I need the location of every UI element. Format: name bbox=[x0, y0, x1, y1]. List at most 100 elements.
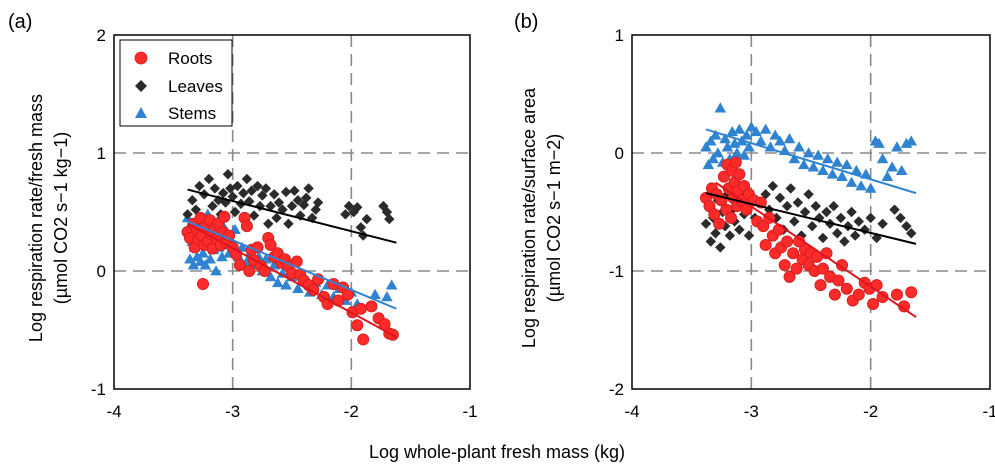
point-leaves bbox=[248, 210, 260, 221]
point-stems bbox=[769, 129, 781, 140]
y-tick-label: 0 bbox=[97, 262, 106, 281]
point-stems bbox=[280, 279, 292, 290]
point-stems bbox=[197, 247, 209, 258]
point-stems bbox=[759, 123, 772, 134]
point-stems bbox=[264, 271, 277, 282]
point-stems bbox=[812, 149, 824, 160]
panel-b: (b) Log respiration rate/surface area (µ… bbox=[514, 11, 995, 421]
point-roots bbox=[814, 279, 827, 292]
panel-a-fit-lines bbox=[187, 188, 397, 338]
panel-a-ylabel-line2: (µmol CO2 s−1 kg−1) bbox=[51, 132, 71, 304]
point-leaves bbox=[269, 189, 280, 200]
point-roots bbox=[816, 262, 829, 275]
point-stems bbox=[216, 251, 228, 262]
point-stems bbox=[745, 121, 758, 132]
y-tick-label: -2 bbox=[609, 380, 624, 399]
point-leaves bbox=[312, 197, 324, 208]
point-roots bbox=[729, 156, 742, 169]
point-stems bbox=[731, 147, 743, 158]
legend-marker-leaves bbox=[135, 80, 147, 92]
point-stems bbox=[817, 164, 829, 176]
point-roots bbox=[365, 300, 378, 313]
point-roots bbox=[778, 259, 791, 272]
point-stems bbox=[740, 129, 753, 140]
point-stems bbox=[204, 253, 216, 264]
point-leaves bbox=[849, 230, 861, 241]
point-stems bbox=[719, 133, 731, 144]
point-leaves bbox=[895, 212, 906, 224]
point-leaves bbox=[710, 228, 721, 239]
x-tick-label: -1 bbox=[982, 402, 995, 421]
panel-a-plot-frame bbox=[113, 34, 471, 390]
point-stems bbox=[733, 123, 746, 134]
point-stems bbox=[876, 153, 889, 164]
legend-label-leaves: Leaves bbox=[168, 77, 223, 96]
point-leaves bbox=[719, 220, 731, 232]
point-leaves bbox=[207, 200, 218, 212]
legend-marker-roots bbox=[134, 51, 148, 65]
point-stems bbox=[385, 279, 398, 290]
point-roots bbox=[867, 298, 880, 311]
point-leaves bbox=[865, 212, 876, 224]
point-leaves bbox=[194, 180, 205, 192]
point-roots bbox=[757, 220, 770, 233]
point-leaves bbox=[227, 191, 238, 202]
point-leaves bbox=[232, 180, 243, 192]
point-leaves bbox=[280, 186, 292, 198]
point-stems bbox=[704, 135, 717, 146]
point-leaves bbox=[361, 213, 372, 225]
point-leaves bbox=[220, 197, 231, 208]
point-leaves bbox=[810, 200, 821, 212]
point-leaves bbox=[283, 218, 294, 229]
point-roots bbox=[264, 239, 277, 252]
point-stems bbox=[841, 159, 853, 170]
y-tick-label: -1 bbox=[91, 380, 106, 399]
panel-a-ticks: -4 -3 -2 -1 -1 0 1 2 bbox=[91, 26, 478, 421]
point-stems bbox=[276, 267, 289, 278]
panel-b-ylabel-line1: Log respiration rate/surface area bbox=[519, 87, 539, 348]
legend-label-roots: Roots bbox=[168, 49, 212, 68]
point-leaves bbox=[190, 204, 202, 215]
point-stems bbox=[187, 259, 200, 270]
panel-b-ticks: -4 -3 -2 -1 -2 -1 0 1 bbox=[609, 26, 995, 421]
point-roots bbox=[708, 208, 721, 221]
point-leaves bbox=[700, 218, 712, 229]
point-stems bbox=[831, 156, 844, 167]
point-leaves bbox=[229, 206, 241, 218]
point-roots bbox=[351, 319, 364, 332]
point-leaves bbox=[238, 187, 249, 199]
point-leaves bbox=[209, 183, 221, 194]
point-stems bbox=[821, 153, 834, 164]
fit-line-roots bbox=[714, 181, 917, 318]
point-stems bbox=[891, 141, 903, 152]
point-leaves bbox=[734, 224, 745, 235]
point-leaves bbox=[273, 197, 285, 208]
point-roots bbox=[759, 239, 772, 252]
x-tick-label: -3 bbox=[744, 402, 759, 421]
point-leaves bbox=[286, 200, 298, 212]
point-leaves bbox=[715, 242, 726, 253]
point-leaves bbox=[705, 236, 716, 247]
point-leaves bbox=[781, 200, 793, 212]
point-leaves bbox=[842, 220, 854, 232]
point-stems bbox=[807, 161, 820, 172]
panel-b-points bbox=[699, 102, 918, 313]
legend: Roots Leaves Stems bbox=[119, 39, 233, 127]
point-leaves bbox=[901, 220, 912, 232]
point-roots bbox=[233, 259, 246, 272]
panel-b-ylabel-line2: (µmol CO2 s−1 m−2) bbox=[544, 134, 564, 302]
point-stems bbox=[886, 161, 898, 172]
point-roots bbox=[836, 259, 849, 272]
point-roots bbox=[832, 274, 845, 287]
fit-line-leaves bbox=[187, 188, 397, 244]
point-leaves bbox=[292, 195, 304, 206]
point-leaves bbox=[806, 220, 818, 232]
point-leaves bbox=[889, 204, 900, 215]
point-stems bbox=[774, 135, 786, 146]
x-tick-label: -3 bbox=[225, 402, 240, 421]
point-leaves bbox=[265, 200, 276, 212]
point-stems bbox=[712, 147, 724, 158]
fit-line-stems bbox=[705, 128, 917, 195]
point-stems bbox=[721, 141, 734, 152]
point-leaves bbox=[853, 216, 864, 227]
